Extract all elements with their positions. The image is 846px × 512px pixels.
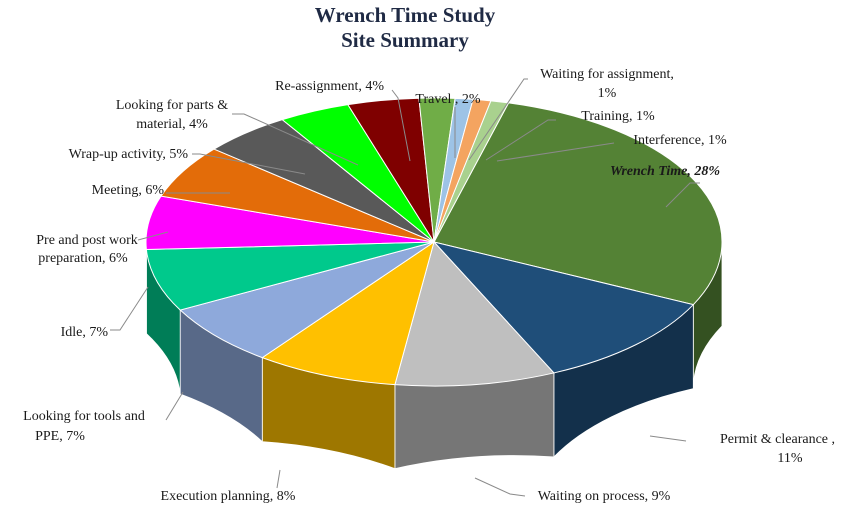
slice-label-idle-7: Idle, 7% bbox=[61, 325, 109, 340]
slice-label-looking-for-tools-and-ppe-7: Looking for tools and PPE, 7% bbox=[23, 409, 145, 444]
slice-label-waiting-on-process-9: Waiting on process, 9% bbox=[538, 489, 671, 504]
slice-label-wrench-time-28: Wrench Time, 28% bbox=[610, 164, 720, 179]
pie-slice-permit-clearance-11 bbox=[432, 241, 695, 374]
pie-slice-looking-for-tools-and-ppe-7 bbox=[179, 241, 435, 359]
pie-slice-wrench-time-28 bbox=[433, 102, 723, 306]
leader-line-interference-1 bbox=[496, 142, 615, 162]
slice-label-wrap-up-activity-5: Wrap-up activity, 5% bbox=[69, 147, 189, 162]
leader-line-re-assignment-4 bbox=[391, 89, 411, 162]
pie-slice-idle-7 bbox=[145, 241, 435, 311]
slice-label-execution-planning-8: Execution planning, 8% bbox=[161, 489, 296, 504]
leader-line-training-1 bbox=[485, 119, 556, 161]
slice-label-permit-clearance-11: Permit & clearance , 11% bbox=[720, 432, 835, 466]
leader-lines bbox=[110, 78, 700, 497]
slice-label-waiting-for-assignment-1: Waiting for assignment, 1% bbox=[540, 67, 674, 101]
chart-subtitle: Site Summary bbox=[341, 28, 469, 52]
slice-label-looking-for-parts-material-4: Looking for parts & material, 4% bbox=[116, 98, 228, 132]
leader-line-permit-clearance-11 bbox=[649, 435, 687, 442]
leader-line-pre-and-post-work-preparation-6 bbox=[137, 231, 169, 241]
chart-title: Wrench Time Study bbox=[315, 3, 496, 27]
leader-line-looking-for-parts-material-4 bbox=[232, 113, 359, 166]
leader-line-wrap-up-activity-5 bbox=[192, 153, 306, 175]
slice-label-interference-1: Interference, 1% bbox=[633, 133, 727, 148]
pie-slice-interference-1 bbox=[433, 100, 510, 243]
leader-line-waiting-on-process-9 bbox=[474, 477, 526, 497]
leader-line-wrench-time-28 bbox=[665, 182, 700, 208]
leader-line-execution-planning-8 bbox=[276, 469, 281, 489]
slice-labels: Wrench Time, 28% Permit & clearance , 11% W… bbox=[23, 67, 835, 504]
leader-line-looking-for-tools-and-ppe-7 bbox=[165, 391, 184, 421]
slice-label-training-1: Training, 1% bbox=[581, 109, 655, 124]
slice-label-re-assignment-4: Re-assignment, 4% bbox=[275, 79, 384, 94]
slice-label-meeting-6: Meeting, 6% bbox=[92, 183, 165, 198]
pie-slice-waiting-on-process-9 bbox=[394, 240, 555, 387]
leader-line-idle-7 bbox=[110, 286, 149, 331]
pie-top bbox=[145, 97, 723, 387]
slice-label-travel-2: Travel , 2% bbox=[415, 92, 481, 107]
slice-label-pre-and-post-work-preparation-6: Pre and post work preparation, 6% bbox=[36, 233, 138, 266]
pie-slice-execution-planning-8 bbox=[261, 240, 435, 386]
leader-line-waiting-for-assignment-1 bbox=[468, 78, 528, 161]
